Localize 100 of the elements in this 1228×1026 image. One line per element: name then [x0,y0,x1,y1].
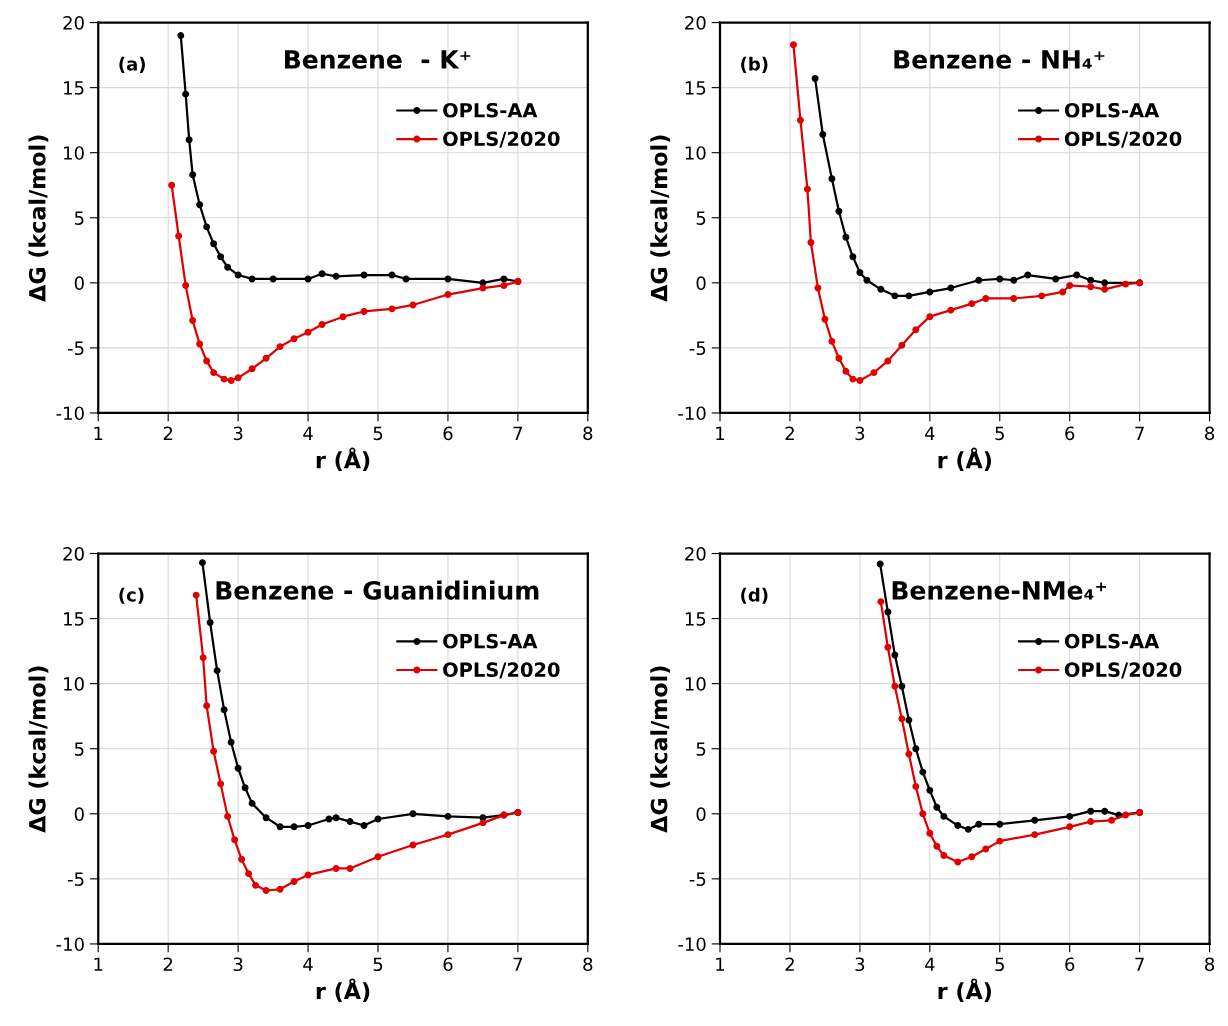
point [248,275,256,283]
point [290,823,298,831]
point [1073,271,1081,279]
point [1010,276,1018,284]
y-axis-title: ΔG (kcal/mol) [650,666,671,833]
y-tick-label: -10 [678,406,706,421]
point [905,750,913,758]
point [933,803,941,811]
point [842,233,850,241]
x-tick-label: 5 [995,957,1004,972]
point [849,375,857,383]
point [318,321,326,328]
point [196,201,204,209]
point [241,784,249,792]
point [203,357,211,365]
point [1024,271,1032,279]
point [796,116,804,124]
point [224,812,232,820]
point [332,814,340,822]
point [1087,283,1095,291]
y-tick-label: 0 [74,276,84,290]
x-tick-label: 1 [716,957,725,971]
point [210,369,218,377]
point [819,131,827,138]
x-tick-label: 2 [163,957,173,971]
y-tick-label: 0 [74,807,84,821]
point [234,764,242,772]
x-tick-label: 2 [163,426,173,440]
point [940,812,948,820]
y-tick-label: 5 [696,742,706,756]
legend-label: OPLS/2020 [443,131,560,148]
point [479,814,487,822]
x-tick-label: 1 [716,426,725,440]
point [821,315,829,323]
point [947,306,955,314]
point [926,288,934,296]
point [898,341,906,349]
legend-label: OPLS-AA [443,102,538,118]
x-tick-label: 3 [855,426,865,441]
point [996,837,1004,845]
legend-label: OPLS-AA [1064,102,1160,118]
y-tick-label: 20 [63,16,84,30]
point [203,223,211,231]
point [196,340,204,348]
point [912,326,920,334]
point [262,354,270,362]
point [828,175,836,183]
x-tick-label: 7 [513,957,523,971]
point [964,825,972,833]
legend-label: OPLS/2020 [443,662,560,679]
point [968,300,976,308]
point [884,608,892,616]
y-tick-label: 15 [685,612,706,626]
point [238,855,246,863]
point [1059,288,1067,296]
point [926,786,934,794]
x-axis-title: r (Å) [938,978,991,1003]
point [1101,807,1109,815]
point [1087,818,1095,826]
point [402,275,410,283]
point [182,90,190,98]
point [269,275,277,283]
text: Benzene - Guanidinium [216,580,539,600]
point [227,376,235,384]
point [940,851,948,859]
x-tick-label: 6 [1065,957,1075,972]
legend-label: OPLS-AA [443,633,538,649]
point [192,591,200,599]
point [842,367,850,375]
point [500,281,508,289]
point [891,682,899,690]
point [856,268,864,276]
y-tick-label: 5 [74,742,84,756]
point [954,858,962,866]
point [912,782,920,790]
point [876,560,884,568]
y-tick-label: -5 [67,341,84,356]
point [912,745,920,753]
x-tick-label: 8 [1205,426,1215,441]
point [245,870,253,878]
point [220,375,228,383]
x-tick-label: 5 [373,426,383,441]
x-tick-label: 1 [94,957,103,971]
point [224,263,232,271]
x-tick-label: 6 [443,426,453,441]
point [304,328,312,336]
point [947,284,955,292]
point [182,281,190,289]
y-tick-label: -5 [67,872,84,886]
point [807,239,815,246]
y-axis-title: ΔG (kcal/mol) [650,135,671,302]
point [388,305,396,313]
point [276,885,284,893]
y-tick-label: 20 [685,546,706,561]
point [175,232,183,240]
y-tick-label: 5 [696,211,706,225]
point [304,275,312,283]
point [1101,279,1109,287]
y-tick-label: 15 [64,81,84,95]
point [982,294,990,302]
